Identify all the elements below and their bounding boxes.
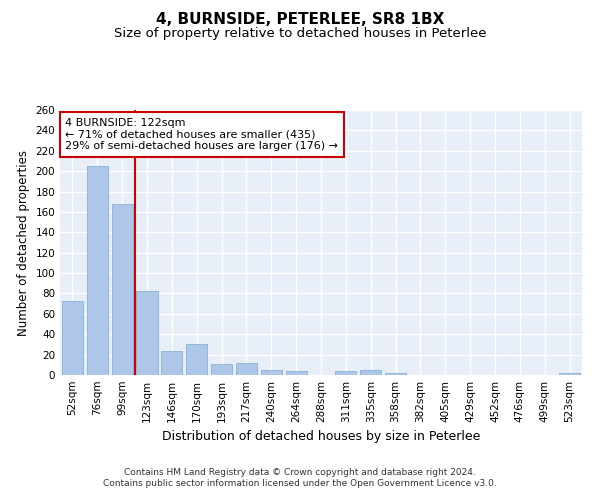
Bar — [136, 292, 158, 375]
Bar — [559, 373, 580, 375]
Text: 4, BURNSIDE, PETERLEE, SR8 1BX: 4, BURNSIDE, PETERLEE, SR8 1BX — [156, 12, 444, 28]
Text: Contains HM Land Registry data © Crown copyright and database right 2024.
Contai: Contains HM Land Registry data © Crown c… — [103, 468, 497, 487]
Text: 4 BURNSIDE: 122sqm
← 71% of detached houses are smaller (435)
29% of semi-detach: 4 BURNSIDE: 122sqm ← 71% of detached hou… — [65, 118, 338, 151]
Bar — [286, 371, 307, 375]
Y-axis label: Number of detached properties: Number of detached properties — [17, 150, 30, 336]
Bar — [385, 373, 406, 375]
Bar — [161, 350, 182, 375]
Bar — [261, 370, 282, 375]
Bar — [87, 166, 108, 375]
X-axis label: Distribution of detached houses by size in Peterlee: Distribution of detached houses by size … — [162, 430, 480, 444]
Bar — [62, 300, 83, 375]
Bar — [360, 370, 381, 375]
Bar — [186, 344, 207, 375]
Bar — [236, 363, 257, 375]
Bar — [335, 371, 356, 375]
Text: Size of property relative to detached houses in Peterlee: Size of property relative to detached ho… — [114, 28, 486, 40]
Bar — [211, 364, 232, 375]
Bar — [112, 204, 133, 375]
